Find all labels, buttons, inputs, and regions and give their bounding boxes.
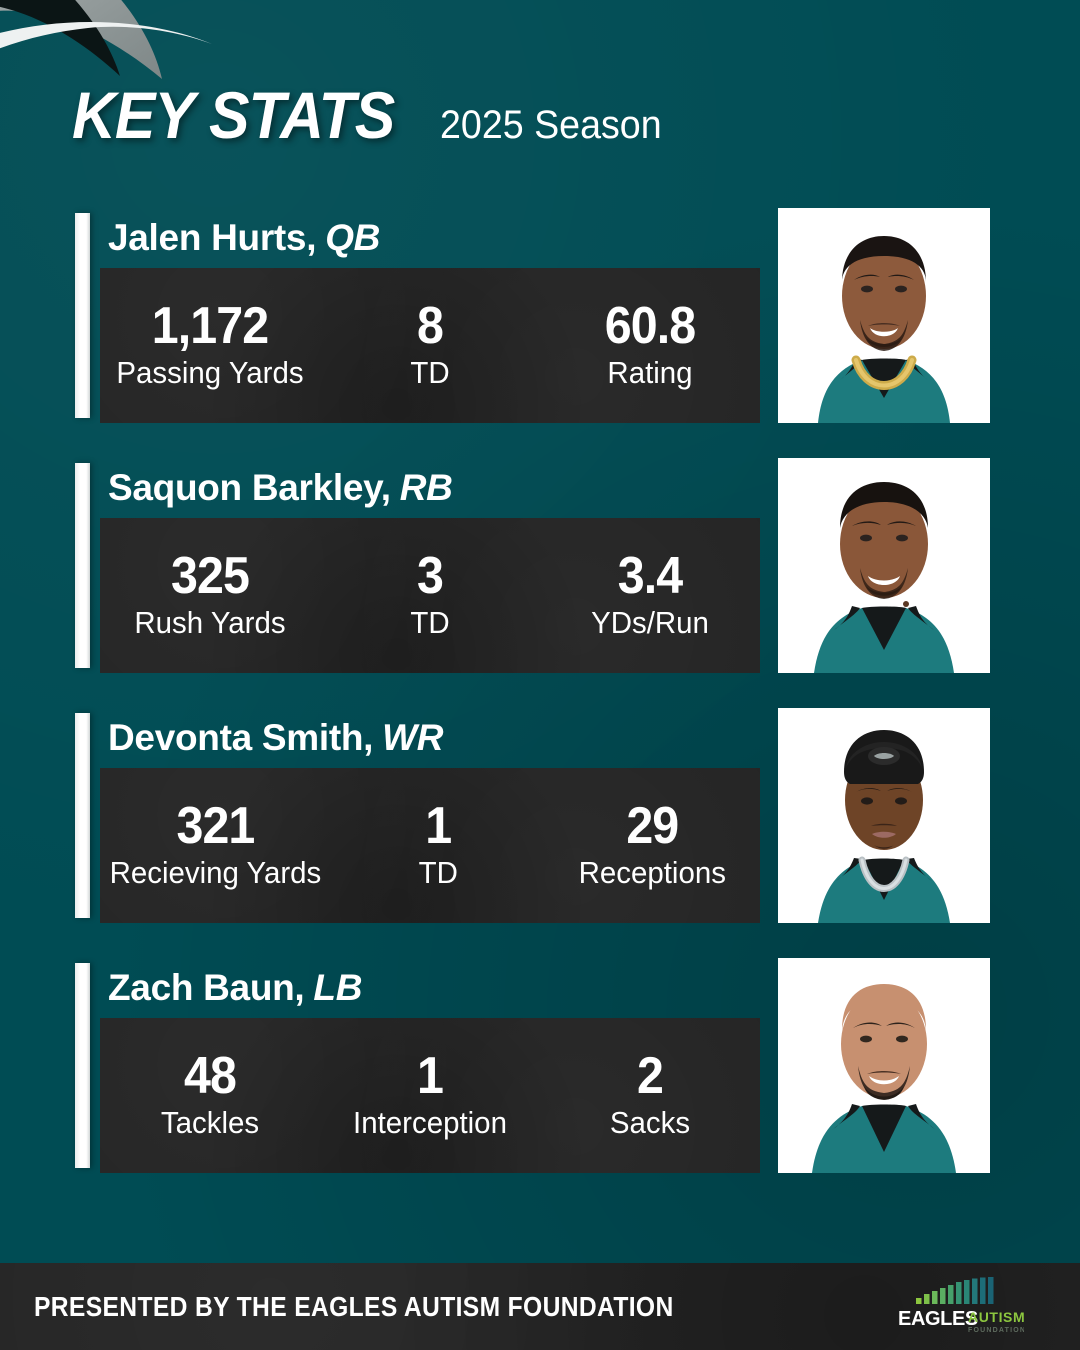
stat-item: 325 Rush Yards — [100, 550, 320, 641]
stat-label: Rating — [607, 355, 693, 391]
player-headshot-jalen-hurts — [778, 208, 990, 423]
stat-item: 3 TD — [320, 550, 540, 641]
stat-item: 8 TD — [320, 300, 540, 391]
stat-item: 321 Recieving Yards — [100, 800, 331, 891]
player-name: Jalen Hurts, — [108, 217, 317, 258]
page-header: KEY STATS 2025 Season — [72, 82, 676, 148]
stat-item: 1 TD — [331, 800, 546, 891]
footer-bar: PRESENTED BY THE EAGLES AUTISM FOUNDATIO… — [0, 1263, 1080, 1350]
player-card[interactable]: Jalen Hurts, QB 1,172 Passing Yards 8 TD… — [0, 208, 1080, 423]
player-card[interactable]: Saquon Barkley, RB 325 Rush Yards 3 TD 3… — [0, 458, 1080, 673]
stat-panel: 325 Rush Yards 3 TD 3.4 YDs/Run — [100, 518, 760, 673]
stat-value: 1,172 — [151, 297, 269, 356]
player-position: LB — [313, 967, 363, 1008]
stat-label: Recieving Yards — [109, 855, 322, 891]
eagles-autism-foundation-logo: EAGLES AUTISM FOUNDATION — [898, 1276, 1024, 1334]
player-headshot-devonta-smith — [778, 708, 990, 923]
stat-value: 3 — [417, 547, 444, 606]
stat-item: 29 Receptions — [545, 800, 760, 891]
stat-value: 3.4 — [617, 547, 683, 606]
stat-item: 2 Sacks — [540, 1050, 760, 1141]
stat-value: 2 — [637, 1047, 664, 1106]
player-position: WR — [382, 717, 444, 758]
stat-value: 29 — [626, 797, 680, 856]
accent-bar — [75, 963, 90, 1168]
player-headshot-saquon-barkley — [778, 458, 990, 673]
stat-value: 1 — [425, 797, 452, 856]
stat-value: 1 — [417, 1047, 444, 1106]
stat-item: 48 Tackles — [100, 1050, 320, 1141]
page-title: KEY STATS — [72, 78, 395, 152]
stat-value: 60.8 — [604, 297, 696, 356]
stat-label: Passing Yards — [116, 355, 304, 391]
stat-label: TD — [418, 855, 458, 891]
stat-panel: 48 Tackles 1 Interception 2 Sacks — [100, 1018, 760, 1173]
page-subtitle: 2025 Season — [440, 103, 663, 147]
player-name: Zach Baun, — [108, 967, 305, 1008]
stat-value: 8 — [417, 297, 444, 356]
stat-item: 1 Interception — [320, 1050, 540, 1141]
stat-value: 48 — [184, 1047, 237, 1106]
player-name: Saquon Barkley, — [108, 467, 391, 508]
player-card[interactable]: Zach Baun, LB 48 Tackles 1 Interception … — [0, 958, 1080, 1173]
stat-item: 1,172 Passing Yards — [100, 300, 320, 391]
stat-label: Receptions — [579, 855, 727, 891]
stat-label: TD — [410, 605, 450, 641]
accent-bar — [75, 713, 90, 918]
stat-item: 60.8 Rating — [540, 300, 760, 391]
stat-panel: 1,172 Passing Yards 8 TD 60.8 Rating — [100, 268, 760, 423]
svg-text:FOUNDATION: FOUNDATION — [968, 1327, 1024, 1334]
stat-label: YDs/Run — [591, 605, 709, 641]
player-name-row: Zach Baun, LB — [100, 958, 1080, 1018]
stat-item: 3.4 YDs/Run — [540, 550, 760, 641]
player-headshot-zach-baun — [778, 958, 990, 1173]
stat-label: Interception — [353, 1105, 507, 1141]
stat-label: Tackles — [160, 1105, 260, 1141]
player-card[interactable]: Devonta Smith, WR 321 Recieving Yards 1 … — [0, 708, 1080, 923]
stat-label: Rush Yards — [134, 605, 286, 641]
player-position: QB — [325, 217, 381, 258]
stat-label: Sacks — [609, 1105, 691, 1141]
player-card-list: Jalen Hurts, QB 1,172 Passing Yards 8 TD… — [0, 208, 1080, 1208]
player-name-row: Jalen Hurts, QB — [100, 208, 1080, 268]
stat-value: 321 — [176, 797, 255, 856]
player-name: Devonta Smith, — [108, 717, 374, 758]
accent-bar — [75, 213, 90, 418]
stat-label: TD — [410, 355, 450, 391]
stat-panel: 321 Recieving Yards 1 TD 29 Receptions — [100, 768, 760, 923]
svg-text:EAGLES: EAGLES — [898, 1308, 978, 1330]
player-name-row: Devonta Smith, WR — [100, 708, 1080, 768]
player-name-row: Saquon Barkley, RB — [100, 458, 1080, 518]
player-position: RB — [399, 467, 453, 508]
accent-bar — [75, 463, 90, 668]
svg-text:AUTISM: AUTISM — [968, 1309, 1024, 1325]
presented-by-text: PRESENTED BY THE EAGLES AUTISM FOUNDATIO… — [34, 1290, 674, 1322]
stat-value: 325 — [171, 547, 250, 606]
